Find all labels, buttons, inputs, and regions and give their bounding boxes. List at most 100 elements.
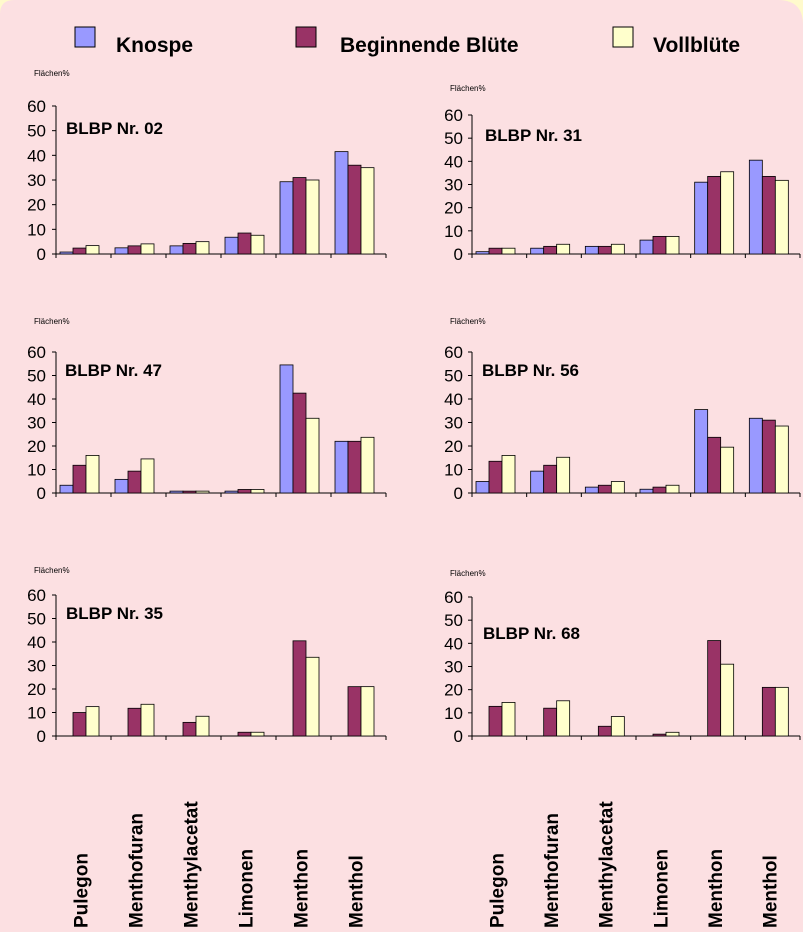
bar-knospe xyxy=(639,488,654,494)
bar-beginnende-bluete xyxy=(488,460,503,494)
bar-knospe xyxy=(748,159,763,255)
bar-beginnende-bluete xyxy=(761,686,776,737)
y-tick-label: 50 xyxy=(444,367,463,386)
y-tick-label: 0 xyxy=(37,484,46,503)
bar-beginnende-bluete xyxy=(707,640,722,737)
bar-knospe xyxy=(224,490,239,494)
bar-vollbluete xyxy=(250,731,265,737)
y-tick-label: 50 xyxy=(27,122,46,141)
bar-beginnende-bluete xyxy=(652,733,667,737)
x-category-label: Pulegon xyxy=(487,853,508,928)
y-tick-label: 40 xyxy=(27,633,46,652)
bar-vollbluete xyxy=(250,234,265,255)
bar-beginnende-bluete xyxy=(543,464,558,494)
chart-title: BLBP Nr. 68 xyxy=(483,624,580,643)
y-tick-label: 20 xyxy=(27,437,46,456)
x-category-label: Menthol xyxy=(761,855,782,928)
bar-beginnende-bluete xyxy=(488,247,503,255)
bar-vollbluete xyxy=(305,656,320,737)
bar-beginnende-bluete xyxy=(597,245,612,255)
bar-knospe xyxy=(114,247,129,255)
bar-beginnende-bluete xyxy=(127,245,142,255)
bar-beginnende-bluete xyxy=(72,712,87,737)
bar-beginnende-bluete xyxy=(72,464,87,494)
bar-knospe xyxy=(475,251,490,255)
chart-title: BLBP Nr. 35 xyxy=(66,604,163,623)
bar-knospe xyxy=(224,236,239,255)
bar-vollbluete xyxy=(556,700,571,737)
bar-beginnende-bluete xyxy=(72,247,87,255)
bar-vollbluete xyxy=(140,243,155,255)
y-tick-label: 50 xyxy=(444,611,463,630)
bar-vollbluete xyxy=(195,490,210,494)
legend-label: Knospe xyxy=(116,34,193,57)
legend-label: Beginnende Blüte xyxy=(340,34,519,57)
y-tick-label: 10 xyxy=(27,220,46,239)
y-tick-label: 0 xyxy=(37,245,46,264)
y-axis-label: Flächen% xyxy=(450,84,486,93)
y-tick-label: 40 xyxy=(444,634,463,653)
y-tick-label: 50 xyxy=(444,129,463,148)
bar-beginnende-bluete xyxy=(707,175,722,255)
bar-vollbluete xyxy=(720,446,735,494)
y-tick-label: 40 xyxy=(27,390,46,409)
bar-vollbluete xyxy=(774,425,789,494)
y-tick-label: 0 xyxy=(454,484,463,503)
bar-vollbluete xyxy=(360,167,375,255)
chart-title: BLBP Nr. 02 xyxy=(66,119,163,138)
bar-beginnende-bluete xyxy=(543,707,558,737)
bar-beginnende-bluete xyxy=(652,486,667,494)
bar-beginnende-bluete xyxy=(347,164,362,255)
bar-vollbluete xyxy=(501,247,516,255)
bar-vollbluete xyxy=(85,245,100,255)
bar-knospe xyxy=(748,417,763,494)
y-tick-label: 60 xyxy=(27,97,46,116)
bar-vollbluete xyxy=(774,179,789,255)
bar-vollbluete xyxy=(610,716,625,737)
x-category-label: Menthon xyxy=(706,849,727,928)
bar-knospe xyxy=(584,486,599,494)
bar-knospe xyxy=(530,470,545,494)
bar-vollbluete xyxy=(610,243,625,255)
legend-swatch-0 xyxy=(74,26,96,48)
y-tick-label: 40 xyxy=(444,390,463,409)
bar-vollbluete xyxy=(85,706,100,737)
y-tick-label: 40 xyxy=(444,152,463,171)
bar-knospe xyxy=(279,364,294,494)
bar-beginnende-bluete xyxy=(237,489,252,494)
legend-label: Vollblüte xyxy=(653,34,740,57)
bar-beginnende-bluete xyxy=(597,725,612,737)
bar-vollbluete xyxy=(195,241,210,255)
bar-vollbluete xyxy=(720,663,735,737)
y-axis-label: Flächen% xyxy=(34,69,70,78)
bar-vollbluete xyxy=(720,171,735,255)
bar-beginnende-bluete xyxy=(182,242,197,255)
bar-knospe xyxy=(59,484,74,494)
y-tick-label: 30 xyxy=(444,176,463,195)
y-tick-label: 10 xyxy=(444,704,463,723)
bar-vollbluete xyxy=(556,456,571,494)
bar-vollbluete xyxy=(360,436,375,494)
bar-beginnende-bluete xyxy=(652,235,667,255)
y-axis-label: Flächen% xyxy=(450,569,486,578)
y-tick-label: 60 xyxy=(444,106,463,125)
bar-beginnende-bluete xyxy=(292,177,307,255)
y-tick-label: 10 xyxy=(27,704,46,723)
bar-knospe xyxy=(334,151,349,255)
bar-knospe xyxy=(639,239,654,255)
bar-vollbluete xyxy=(774,686,789,737)
x-category-label: Pulegon xyxy=(72,853,93,928)
bar-knospe xyxy=(584,245,599,255)
y-tick-label: 60 xyxy=(444,588,463,607)
y-tick-label: 60 xyxy=(27,343,46,362)
bar-knospe xyxy=(530,247,545,255)
bar-vollbluete xyxy=(305,417,320,494)
y-tick-label: 20 xyxy=(444,199,463,218)
bar-vollbluete xyxy=(85,454,100,494)
y-axis-label: Flächen% xyxy=(34,317,70,326)
y-tick-label: 40 xyxy=(27,146,46,165)
bar-beginnende-bluete xyxy=(292,392,307,494)
